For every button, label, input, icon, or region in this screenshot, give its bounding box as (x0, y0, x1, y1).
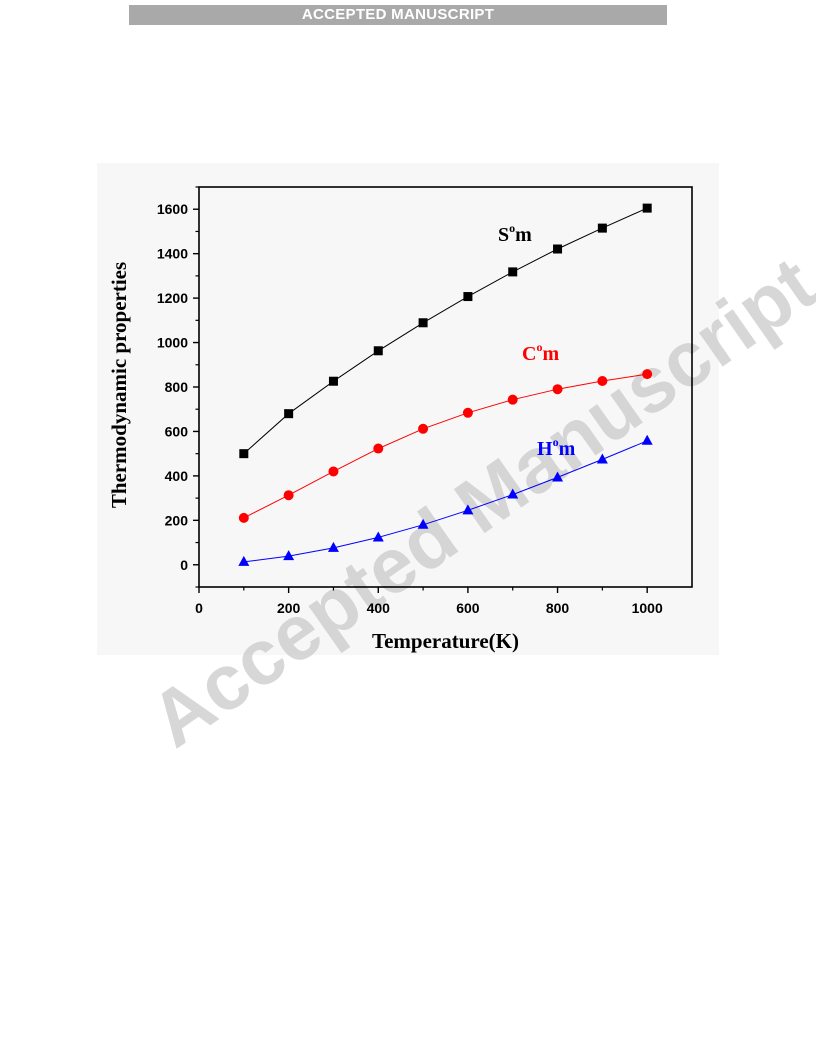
data-point (597, 223, 607, 233)
data-point (642, 203, 652, 213)
data-point (284, 409, 294, 419)
data-point (418, 423, 429, 434)
y-tick-label: 0 (180, 557, 188, 573)
data-point (463, 292, 473, 302)
data-point (552, 384, 563, 395)
data-point (641, 434, 653, 445)
chart-figure (97, 163, 719, 655)
chart-ticks: 0 200 400 600 800 1000 0 200 400 600 800 1000 1200 14… (157, 186, 663, 616)
data-point (373, 443, 384, 454)
y-tick-label: 800 (165, 379, 189, 395)
series-label: Com (522, 340, 559, 365)
y-tick-label: 600 (165, 423, 189, 439)
data-point (507, 394, 518, 405)
x-tick-label: 1000 (632, 600, 663, 616)
x-tick-label: 400 (367, 600, 391, 616)
data-point (283, 490, 294, 501)
data-point (328, 466, 339, 477)
series-line (243, 440, 648, 563)
series-c: Com (238, 340, 653, 523)
data-point (418, 318, 428, 328)
data-point (508, 267, 518, 277)
watermark-text: Accepted Manuscript (134, 239, 816, 764)
data-point (239, 449, 249, 459)
data-point (462, 407, 473, 418)
data-point (642, 369, 653, 380)
data-point (238, 512, 249, 523)
data-point (553, 244, 563, 254)
data-point (596, 453, 608, 464)
data-point (327, 541, 339, 552)
series-s: Som (239, 203, 652, 459)
watermark: Accepted Manuscript (134, 239, 816, 764)
chart-labels: Temperature(K) Thermodynamic properties (107, 262, 519, 653)
x-tick-label: 800 (546, 600, 570, 616)
data-point (238, 555, 250, 566)
y-tick-label: 1200 (157, 290, 188, 306)
series-h: Hom (238, 434, 653, 566)
y-tick-label: 1600 (157, 201, 188, 217)
y-tick-label: 200 (165, 512, 189, 528)
data-point (462, 504, 474, 515)
x-tick-label: 0 (195, 600, 203, 616)
series-line (243, 373, 648, 519)
accepted-manuscript-banner: ACCEPTED MANUSCRIPT (129, 5, 667, 25)
data-point (507, 488, 519, 499)
x-tick-label: 200 (277, 600, 301, 616)
data-point (597, 376, 608, 386)
series-label: Som (498, 221, 532, 246)
x-axis-title: Temperature(K) (372, 629, 519, 653)
data-point (373, 346, 383, 356)
series-line (243, 207, 648, 455)
chart-series: Som Com Hom (238, 203, 653, 566)
data-point (328, 376, 338, 386)
data-point (372, 531, 384, 542)
data-point (552, 471, 564, 482)
series-label: Hom (537, 435, 576, 460)
y-tick-label: 400 (165, 468, 189, 484)
y-tick-label: 1000 (157, 335, 188, 351)
y-tick-label: 1400 (157, 246, 188, 262)
data-point (283, 550, 295, 561)
y-axis-title: Thermodynamic properties (107, 262, 131, 508)
data-point (417, 518, 429, 529)
x-tick-label: 600 (456, 600, 480, 616)
